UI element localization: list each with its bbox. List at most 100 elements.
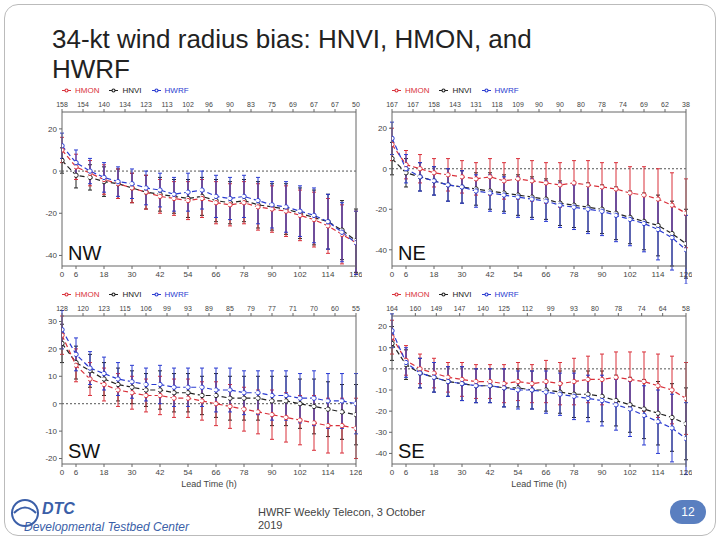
svg-text:102: 102 — [293, 468, 307, 477]
svg-text:Lead Time (h): Lead Time (h) — [511, 479, 567, 489]
svg-text:74: 74 — [619, 101, 627, 108]
svg-text:102: 102 — [182, 101, 194, 108]
svg-text:20: 20 — [48, 125, 57, 134]
svg-text:149: 149 — [430, 305, 442, 312]
svg-text:18: 18 — [100, 270, 109, 279]
svg-text:-10: -10 — [375, 386, 387, 395]
svg-text:75: 75 — [268, 101, 276, 108]
svg-text:69: 69 — [289, 101, 297, 108]
svg-text:158: 158 — [428, 101, 440, 108]
svg-text:96: 96 — [205, 101, 213, 108]
svg-text:114: 114 — [652, 468, 665, 477]
svg-text:80: 80 — [577, 101, 585, 108]
svg-text:114: 114 — [652, 270, 665, 279]
svg-text:123: 123 — [140, 101, 152, 108]
svg-text:78: 78 — [598, 101, 606, 108]
svg-text:80: 80 — [591, 305, 599, 312]
svg-text:42: 42 — [156, 468, 165, 477]
svg-text:126: 126 — [349, 468, 362, 477]
svg-text:30: 30 — [128, 270, 137, 279]
svg-text:71: 71 — [289, 305, 297, 312]
svg-text:38: 38 — [682, 101, 690, 108]
svg-text:30: 30 — [128, 468, 137, 477]
svg-text:78: 78 — [240, 468, 249, 477]
svg-text:70: 70 — [310, 305, 318, 312]
svg-text:67: 67 — [310, 101, 318, 108]
svg-text:113: 113 — [161, 101, 172, 108]
svg-text:20: 20 — [48, 345, 57, 354]
svg-text:-40: -40 — [375, 449, 387, 458]
svg-text:-40: -40 — [375, 246, 387, 255]
svg-text:102: 102 — [623, 468, 637, 477]
svg-text:128: 128 — [56, 305, 68, 312]
svg-text:85: 85 — [226, 305, 234, 312]
svg-text:10: 10 — [378, 344, 387, 353]
svg-text:6: 6 — [404, 468, 409, 477]
svg-text:131: 131 — [470, 101, 482, 108]
svg-text:99: 99 — [163, 305, 171, 312]
svg-text:90: 90 — [535, 101, 543, 108]
svg-text:123: 123 — [98, 305, 110, 312]
svg-text:18: 18 — [430, 468, 439, 477]
svg-text:160: 160 — [409, 305, 421, 312]
svg-text:30: 30 — [458, 270, 467, 279]
svg-text:Lead Time (h): Lead Time (h) — [181, 479, 237, 489]
svg-text:99: 99 — [547, 305, 555, 312]
svg-text:-20: -20 — [375, 205, 387, 214]
svg-text:90: 90 — [556, 101, 564, 108]
svg-text:118: 118 — [491, 101, 502, 108]
svg-text:167: 167 — [386, 101, 398, 108]
svg-text:102: 102 — [293, 270, 307, 279]
svg-text:50: 50 — [352, 101, 360, 108]
svg-text:93: 93 — [570, 305, 578, 312]
svg-text:79: 79 — [247, 305, 255, 312]
svg-text:66: 66 — [212, 270, 221, 279]
svg-text:10: 10 — [48, 372, 57, 381]
svg-text:134: 134 — [119, 101, 131, 108]
svg-text:6: 6 — [74, 270, 79, 279]
svg-text:147: 147 — [454, 305, 466, 312]
svg-text:106: 106 — [140, 305, 152, 312]
svg-text:114: 114 — [322, 270, 335, 279]
svg-text:78: 78 — [614, 305, 622, 312]
svg-text:112: 112 — [522, 305, 533, 312]
svg-text:0: 0 — [390, 270, 395, 279]
svg-text:6: 6 — [74, 468, 79, 477]
svg-text:42: 42 — [486, 270, 495, 279]
svg-text:-30: -30 — [375, 428, 387, 437]
svg-text:30: 30 — [48, 317, 57, 326]
svg-text:74: 74 — [638, 305, 646, 312]
svg-text:126: 126 — [679, 468, 692, 477]
svg-text:78: 78 — [570, 468, 579, 477]
svg-text:30: 30 — [458, 468, 467, 477]
svg-text:-10: -10 — [45, 427, 57, 436]
svg-text:0: 0 — [383, 165, 388, 174]
svg-text:140: 140 — [98, 101, 110, 108]
svg-text:54: 54 — [184, 270, 193, 279]
svg-text:109: 109 — [512, 101, 524, 108]
svg-text:89: 89 — [205, 305, 213, 312]
svg-text:90: 90 — [598, 468, 607, 477]
svg-text:115: 115 — [119, 305, 130, 312]
svg-text:20: 20 — [378, 322, 387, 331]
svg-text:18: 18 — [100, 468, 109, 477]
svg-text:66: 66 — [542, 270, 551, 279]
svg-text:125: 125 — [498, 305, 510, 312]
svg-text:-20: -20 — [375, 407, 387, 416]
svg-text:102: 102 — [623, 270, 637, 279]
svg-text:90: 90 — [226, 101, 234, 108]
svg-text:54: 54 — [514, 270, 523, 279]
svg-text:64: 64 — [659, 305, 667, 312]
svg-text:-20: -20 — [45, 209, 57, 218]
svg-text:0: 0 — [60, 468, 65, 477]
svg-text:-20: -20 — [45, 454, 57, 463]
svg-text:69: 69 — [640, 101, 648, 108]
svg-text:66: 66 — [542, 468, 551, 477]
svg-text:54: 54 — [514, 468, 523, 477]
svg-text:67: 67 — [331, 101, 339, 108]
svg-text:0: 0 — [53, 400, 58, 409]
svg-text:54: 54 — [184, 468, 193, 477]
svg-text:78: 78 — [240, 270, 249, 279]
svg-text:83: 83 — [247, 101, 255, 108]
svg-text:90: 90 — [268, 468, 277, 477]
